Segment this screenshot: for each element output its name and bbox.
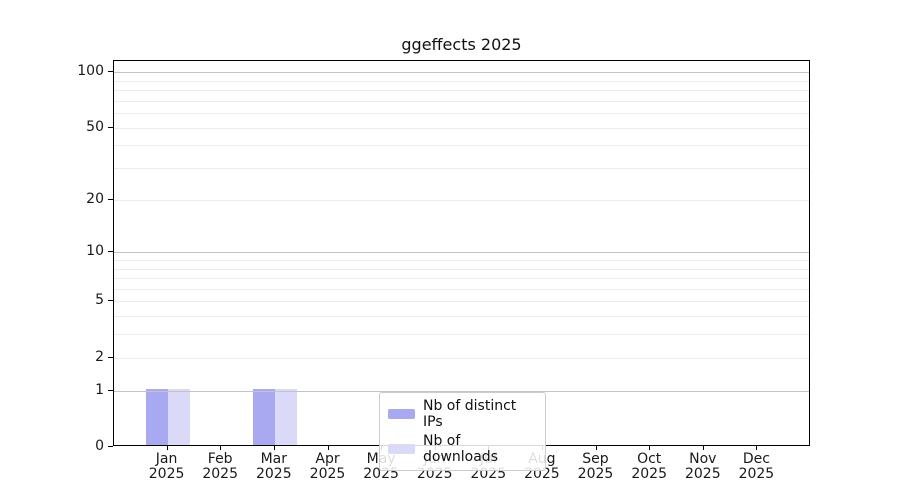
y-tick-label-2: 2 — [95, 348, 104, 365]
y-tick-label-0: 0 — [95, 438, 104, 454]
y-tick-2 — [108, 356, 113, 358]
x-tick-label-sep: Sep 2025 — [577, 451, 614, 482]
gridline-minor-30 — [114, 168, 809, 169]
y-tick-label-20: 20 — [86, 190, 104, 207]
legend-label-downloads: Nb of downloads — [423, 433, 498, 465]
chart-title: ggeffects 2025 — [401, 35, 522, 54]
y-tick-20 — [108, 198, 113, 200]
x-tick-label-dec: Dec 2025 — [738, 451, 775, 482]
x-tick-dec — [756, 446, 758, 450]
bar-distinct-ips-mar — [252, 388, 275, 445]
x-tick-jan — [166, 446, 168, 450]
gridline-minor-3 — [114, 334, 809, 336]
x-tick-label-oct: Oct 2025 — [631, 451, 667, 482]
x-tick-nov — [702, 446, 704, 450]
y-tick-100 — [108, 71, 113, 72]
bar-downloads-jan — [167, 388, 190, 445]
y-tick-0 — [108, 446, 113, 447]
gridline-minor-20 — [114, 199, 809, 201]
y-tick-label-5: 5 — [95, 292, 104, 309]
y-tick-label-100: 100 — [77, 63, 104, 79]
x-tick-oct — [649, 446, 651, 450]
bars-layer — [114, 61, 809, 445]
gridline-major-1 — [114, 390, 809, 392]
legend: Nb of distinct IPs Nb of downloads — [379, 392, 546, 471]
x-tick-mar — [273, 446, 275, 450]
gridline-minor-6 — [114, 288, 809, 290]
gridline-minor-4 — [114, 316, 809, 318]
y-tick-label-1: 1 — [95, 381, 104, 398]
gridline-minor-9 — [114, 259, 809, 261]
gridline-minor-70 — [114, 100, 809, 102]
gridline-minor-90 — [114, 80, 809, 82]
x-tick-label-jan: Jan 2025 — [148, 451, 185, 482]
legend-item-distinct-ips: Nb of distinct IPs — [388, 398, 537, 430]
x-tick-feb — [220, 446, 222, 450]
x-tick-label-nov: Nov 2025 — [684, 451, 721, 482]
legend-label-distinct-ips: Nb of distinct IPs — [423, 398, 517, 430]
y-tick-10 — [108, 251, 113, 253]
gridline-minor-50 — [114, 127, 809, 129]
x-tick-label-mar: Mar 2025 — [255, 451, 292, 482]
gridline-minor-40 — [114, 145, 809, 147]
legend-swatch-downloads — [388, 444, 415, 454]
gridline-minor-2 — [114, 357, 809, 359]
gridline-minor-5 — [114, 301, 809, 303]
y-tick-50 — [108, 126, 113, 128]
legend-swatch-distinct-ips — [388, 409, 415, 419]
legend-item-downloads: Nb of downloads — [388, 433, 537, 465]
gridlines-layer — [114, 61, 809, 445]
x-tick-sep — [595, 446, 597, 450]
x-tick-apr — [327, 446, 329, 450]
plot-area — [113, 60, 810, 446]
gridline-major-100 — [114, 72, 809, 73]
y-tick-5 — [108, 300, 113, 302]
x-tick-label-apr: Apr 2025 — [309, 451, 346, 482]
gridline-minor-7 — [114, 278, 809, 279]
gridline-minor-60 — [114, 113, 809, 114]
bar-downloads-mar — [274, 388, 297, 445]
x-tick-label-feb: Feb 2025 — [202, 451, 238, 482]
y-tick-1 — [108, 389, 113, 391]
gridline-minor-80 — [114, 89, 809, 91]
y-tick-label-10: 10 — [86, 243, 104, 260]
gridline-minor-8 — [114, 268, 809, 270]
bar-distinct-ips-jan — [145, 388, 168, 445]
y-tick-label-50: 50 — [86, 118, 104, 135]
gridline-major-10 — [114, 252, 809, 254]
